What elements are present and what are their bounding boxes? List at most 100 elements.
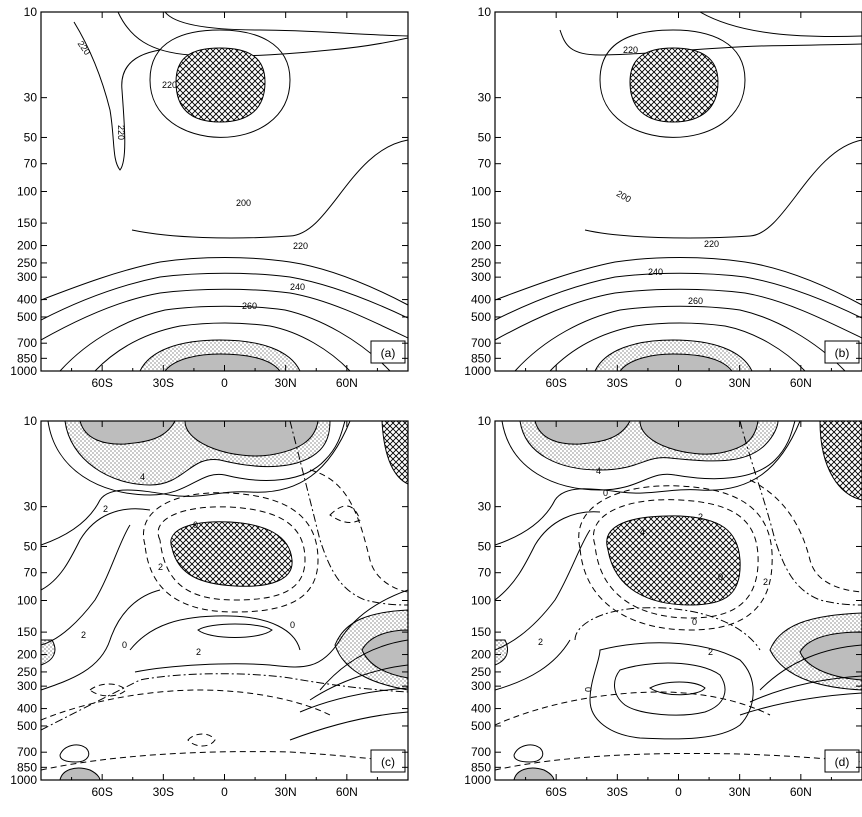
contour-line	[614, 662, 726, 716]
contour-line	[164, 12, 408, 37]
y-tick-label: 250	[471, 256, 491, 270]
panel-c: 4 2 0 2 2 0 2 0 (c) 10305070100150200250…	[10, 414, 409, 799]
panel-a: 220 220 220 200 220 240 260 (a) 10 30 50 70…	[10, 5, 409, 390]
contour-label: 0	[692, 617, 697, 627]
y-tick-label: 100	[17, 594, 37, 608]
contour-line	[73, 21, 161, 171]
x-tick-label: 30N	[729, 785, 751, 799]
contour-line	[309, 469, 408, 593]
contour-label: 240	[290, 282, 305, 292]
x-tick-label: 60S	[545, 376, 566, 390]
y-tick-label: 100	[471, 594, 491, 608]
contour-line	[41, 421, 351, 546]
contour-label: 0	[290, 620, 295, 630]
panel-label-box	[824, 749, 860, 773]
y-tick-label: 700	[471, 336, 491, 350]
x-axis: 60S 30S 0 30N 60N	[525, 12, 832, 390]
y-tick-label: 10	[24, 414, 38, 428]
contour-line	[495, 752, 862, 771]
y-tick-label: 300	[17, 270, 37, 284]
panel-label-box	[370, 749, 406, 773]
panel-label: (b)	[835, 346, 850, 360]
contour-label: 220	[116, 125, 126, 140]
y-tick-label: 50	[24, 539, 38, 553]
shaded-region	[639, 420, 759, 455]
y-tick-label: 150	[17, 216, 37, 230]
x-tick-label: 30S	[607, 376, 628, 390]
y-tick-label: 850	[471, 351, 491, 365]
contour-line	[187, 733, 216, 747]
y-tick-label: 30	[24, 91, 38, 105]
x-axis: 60S 30S 0 30N 60N	[71, 12, 378, 390]
contour-label: 200	[236, 198, 251, 208]
contour-line	[134, 589, 408, 673]
y-tick-label: 50	[478, 539, 492, 553]
contour-line	[41, 689, 331, 721]
y-tick-label: 10	[478, 5, 492, 19]
y-tick-label: 1000	[464, 364, 491, 378]
panel-label: (d)	[835, 755, 850, 769]
contour-line	[143, 492, 319, 613]
contour-line	[759, 644, 862, 691]
y-tick-label: 400	[471, 293, 491, 307]
contour-line	[495, 257, 862, 306]
contour-line	[699, 12, 862, 38]
contour-label: 2	[196, 647, 201, 657]
y-tick-label: 30	[478, 91, 492, 105]
contour-label: 2	[698, 512, 703, 522]
y-tick-label: 250	[17, 665, 37, 679]
contour-line	[501, 421, 796, 491]
shaded-region	[513, 767, 555, 781]
shaded-region	[184, 420, 319, 457]
contour-label: 0	[718, 572, 723, 582]
x-tick-label: 0	[675, 376, 682, 390]
y-tick-label: 10	[24, 5, 38, 19]
contour-line	[495, 272, 862, 321]
contour-line	[495, 639, 571, 691]
y-tick-label: 500	[471, 310, 491, 324]
contour-label: 4	[640, 527, 645, 537]
contour-label: 2	[81, 630, 86, 640]
y-tick-label: 50	[24, 130, 38, 144]
x-tick-label: 60S	[91, 376, 112, 390]
panel-label-box	[370, 340, 406, 364]
x-tick-label: 60S	[91, 785, 112, 799]
contour-line	[299, 687, 408, 713]
hatched-region	[606, 515, 741, 606]
x-tick-label: 0	[221, 785, 228, 799]
contour-line	[59, 305, 391, 371]
contour-line	[559, 29, 862, 56]
contour-line	[599, 29, 746, 138]
y-tick-label: 100	[471, 185, 491, 199]
contour-line	[41, 257, 408, 306]
contour-line	[117, 12, 408, 57]
contour-line	[157, 506, 306, 601]
x-tick-label: 30S	[607, 785, 628, 799]
contour-line	[129, 615, 301, 651]
contour-labels: 4 2 0 2 2 0 2 0	[81, 472, 295, 657]
contour-line	[574, 607, 761, 651]
x-tick-label: 60N	[336, 376, 358, 390]
x-tick-label: 30N	[729, 376, 751, 390]
contour-line	[578, 485, 773, 631]
contour-line	[549, 322, 806, 371]
contour-line	[94, 322, 351, 371]
contour-label: 240	[648, 267, 663, 277]
contour-label: 220	[704, 239, 719, 249]
x-axis: 60S 30S 0 30N 60N	[525, 421, 832, 799]
contour-label: 2	[158, 562, 163, 572]
contour-line	[749, 675, 862, 703]
x-tick-label: 0	[221, 376, 228, 390]
contour-line	[495, 421, 801, 546]
y-tick-label: 400	[471, 702, 491, 716]
contour-label: 200	[615, 188, 633, 204]
y-tick-label: 300	[471, 679, 491, 693]
y-tick-label: 500	[17, 719, 37, 733]
y-tick-label: 250	[17, 256, 37, 270]
contour-line	[495, 691, 771, 726]
contour-line	[289, 421, 408, 606]
contour-line	[495, 511, 601, 601]
contour-line	[197, 623, 273, 638]
x-tick-label: 60S	[545, 785, 566, 799]
